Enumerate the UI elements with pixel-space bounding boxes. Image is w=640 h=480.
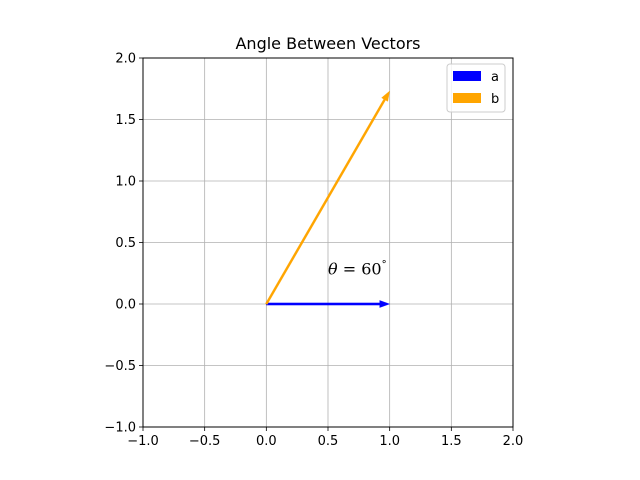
y-tick-label: 0.5 <box>115 236 136 251</box>
legend-swatch-b <box>453 93 481 103</box>
legend-label-b: b <box>491 92 499 107</box>
y-tick-label: 2.0 <box>115 52 136 67</box>
x-tick-label: −1.0 <box>127 434 159 449</box>
legend-label-a: a <box>491 70 499 85</box>
legend-swatch-a <box>453 71 481 81</box>
annotations: θ = 60° <box>328 259 387 278</box>
vector-arrow-b <box>265 90 390 305</box>
x-tick-label: 1.5 <box>441 434 462 449</box>
arrow-shape-a <box>266 300 391 308</box>
y-tick-label: −0.5 <box>104 359 136 374</box>
x-tick-label: 0.5 <box>318 434 339 449</box>
legend: ab <box>446 63 506 113</box>
vector-arrow-a <box>266 300 391 308</box>
axis-ticks: −1.0 −0.5 0.0 0.5 1.0 1.5 2.0 −1.0 −0.5 0.0 0.5 1.0… <box>104 52 523 450</box>
x-tick-label: 0.0 <box>256 434 277 449</box>
chart-title: Angle Between Vectors <box>235 34 420 53</box>
x-tick-label: −0.5 <box>189 434 221 449</box>
angle-annotation: θ = 60° <box>328 259 387 278</box>
y-tick-label: 0.0 <box>115 298 136 313</box>
y-tick-label: −1.0 <box>104 421 136 436</box>
y-tick-label: 1.5 <box>115 113 136 128</box>
vector-arrows <box>265 90 391 308</box>
angle-value: = 60 <box>338 259 382 278</box>
theta-symbol: θ <box>328 259 338 278</box>
x-tick-label: 1.0 <box>379 434 400 449</box>
arrow-shape-b <box>265 90 390 305</box>
x-tick-label: 2.0 <box>503 434 524 449</box>
degree-symbol: ° <box>382 259 387 270</box>
y-tick-label: 1.0 <box>115 175 136 190</box>
